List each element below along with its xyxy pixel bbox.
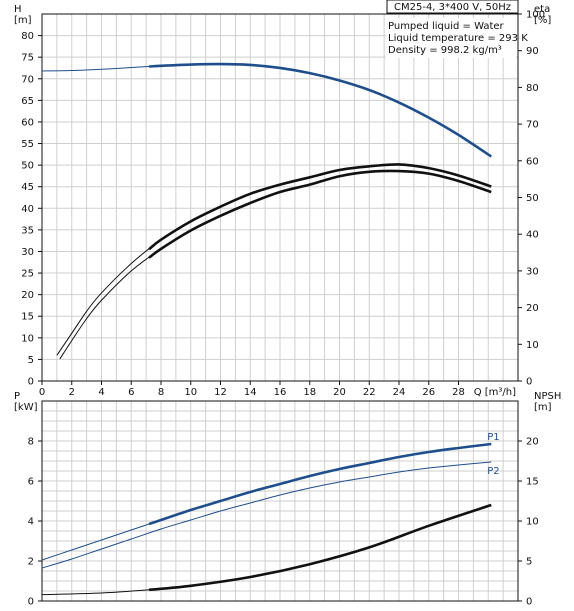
x-tick-label: 2: [69, 387, 75, 398]
y-left-axis-label: P: [14, 391, 20, 402]
y-left-tick-label: 10: [21, 333, 34, 344]
p1-series-1-operating-range: [148, 442, 492, 526]
x-tick-label: 26: [422, 387, 435, 398]
x-tick-label: 6: [128, 387, 134, 398]
y-right-tick-label: 0: [526, 597, 532, 608]
y-left-tick-label: 65: [21, 96, 34, 107]
y-left-tick-label: 40: [21, 204, 34, 215]
left-axis-series-1-line: [41, 63, 492, 157]
plot-frame: [41, 400, 519, 602]
title-box: [386, 0, 519, 14]
head-efficiency-chart: 0510152025303540455055606570758001020304…: [14, 0, 551, 398]
y-right-tick-label: 5: [526, 557, 532, 568]
y-left-tick-label: 4: [28, 517, 34, 528]
y-left-tick-label: 6: [28, 477, 34, 488]
y-left-tick-label: 35: [21, 225, 34, 236]
series-label-p1: P1: [487, 432, 499, 443]
y-left-tick-label: 55: [21, 139, 34, 150]
x-tick-label: 22: [363, 387, 376, 398]
y-left-axis-label: H: [14, 4, 22, 15]
x-tick-label: 10: [184, 387, 197, 398]
right-axis-series-2-line: [59, 170, 492, 360]
x-tick-label: 18: [303, 387, 316, 398]
y-left-tick-label: 30: [21, 247, 34, 258]
y-left-tick-label: 75: [21, 53, 34, 64]
y-right-tick-label: 10: [526, 517, 539, 528]
info-text: Pumped liquid = Water: [388, 21, 505, 32]
y-left-tick-label: 2: [28, 557, 34, 568]
y-left-tick-label: 45: [21, 182, 34, 193]
y-right-tick-label: 10: [526, 340, 539, 351]
y-right-tick-label: 80: [526, 83, 539, 94]
info-box: [386, 18, 516, 58]
y-left-tick-label: 5: [28, 355, 34, 366]
series-label-p2: P2: [487, 466, 499, 477]
y-left-tick-label: 0: [28, 377, 34, 388]
power-npsh-chart: 0 2 4 6 8 0 5 10 15 20 P[kW] NPSH[m] P1 P2: [14, 391, 561, 608]
y-right-axis-label: eta: [534, 4, 550, 15]
y-right-tick-label: 100: [526, 10, 545, 21]
y-right-axis-label: [%]: [534, 15, 551, 26]
y-right-tick-label: 0: [526, 377, 532, 388]
x-tick-label: 12: [214, 387, 227, 398]
y-left-tick-label: 50: [21, 161, 34, 172]
x-tick-label: 24: [393, 387, 406, 398]
y-right-axis-label: [m]: [534, 402, 552, 413]
y-right-tick-label: 90: [526, 46, 539, 57]
y-left-tick-label: 60: [21, 117, 34, 128]
y-left-tick-label: 0: [28, 597, 34, 608]
y-left-tick-label: 15: [21, 312, 34, 323]
y-right-tick-label: 30: [526, 266, 539, 277]
y-left-tick-label: 70: [21, 74, 34, 85]
y-left-tick-label: 25: [21, 269, 34, 280]
y-right-tick-label: 20: [526, 303, 539, 314]
y-right-tick-label: 70: [526, 120, 539, 131]
y-left-tick-label: 80: [21, 31, 34, 42]
x-tick-label: 16: [274, 387, 287, 398]
y-right-tick-label: 60: [526, 156, 539, 167]
y-left-tick-label: 8: [28, 437, 34, 448]
x-tick-label: 20: [333, 387, 346, 398]
x-tick-label: 8: [158, 387, 164, 398]
y-right-tick-label: 50: [526, 193, 539, 204]
x-tick-label: 14: [244, 387, 257, 398]
x-tick-label: 0: [39, 387, 45, 398]
x-axis-label: Q [m³/h]: [474, 387, 516, 398]
y-left-axis-label: [kW]: [14, 402, 38, 413]
y-left-axis-label: [m]: [14, 15, 32, 26]
info-text: Liquid temperature = 293 K: [388, 33, 528, 44]
right-axis-series-2-operating-range: [148, 169, 492, 259]
left-axis-series-1-operating-range: [149, 62, 492, 158]
info-text: Density = 998.2 kg/m³: [388, 45, 502, 56]
y-right-tick-label: 20: [526, 437, 539, 448]
x-tick-label: 28: [452, 387, 465, 398]
y-right-tick-label: 15: [526, 477, 539, 488]
y-left-tick-label: 20: [21, 290, 34, 301]
y-right-tick-label: 40: [526, 230, 539, 241]
right-axis-series-3-operating-range: [148, 503, 492, 592]
chart-title: CM25-4, 3*400 V, 50Hz: [394, 2, 511, 13]
x-tick-label: 4: [98, 387, 104, 398]
p2-series-2-line: [41, 461, 492, 569]
y-right-axis-label: NPSH: [534, 391, 561, 402]
